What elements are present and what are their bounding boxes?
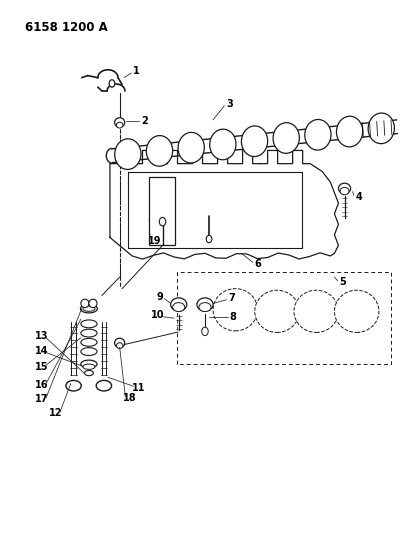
- Ellipse shape: [198, 303, 211, 312]
- Text: 8: 8: [229, 312, 235, 321]
- Ellipse shape: [81, 348, 97, 356]
- Text: 11: 11: [131, 383, 145, 393]
- Ellipse shape: [81, 329, 97, 337]
- Ellipse shape: [96, 381, 111, 391]
- Circle shape: [201, 327, 208, 336]
- Circle shape: [159, 217, 165, 226]
- Text: 13: 13: [34, 331, 48, 341]
- Ellipse shape: [213, 289, 257, 331]
- Ellipse shape: [83, 364, 95, 369]
- Circle shape: [206, 236, 211, 243]
- Text: 18: 18: [123, 393, 137, 403]
- Ellipse shape: [115, 338, 124, 348]
- Ellipse shape: [146, 135, 172, 166]
- Ellipse shape: [172, 303, 184, 312]
- Ellipse shape: [367, 113, 393, 144]
- Ellipse shape: [334, 290, 378, 333]
- Text: 3: 3: [225, 99, 232, 109]
- Text: 14: 14: [34, 346, 48, 356]
- Text: 16: 16: [34, 380, 48, 390]
- Text: 12: 12: [49, 408, 62, 418]
- Ellipse shape: [83, 306, 95, 311]
- Ellipse shape: [170, 298, 187, 311]
- Circle shape: [109, 80, 115, 87]
- Ellipse shape: [81, 320, 97, 328]
- Ellipse shape: [89, 299, 97, 308]
- Text: 7: 7: [227, 293, 234, 303]
- Ellipse shape: [116, 343, 123, 349]
- Text: 4: 4: [355, 192, 361, 202]
- Text: 6: 6: [254, 259, 260, 269]
- Ellipse shape: [254, 290, 299, 333]
- Ellipse shape: [304, 119, 330, 150]
- Ellipse shape: [116, 122, 123, 128]
- Ellipse shape: [339, 188, 348, 195]
- Ellipse shape: [115, 139, 141, 169]
- Text: 10: 10: [150, 310, 164, 320]
- Text: 19: 19: [148, 236, 161, 246]
- Ellipse shape: [241, 126, 267, 157]
- Ellipse shape: [81, 360, 97, 368]
- Ellipse shape: [66, 381, 81, 391]
- Text: 2: 2: [141, 116, 147, 126]
- Ellipse shape: [80, 304, 97, 313]
- Ellipse shape: [196, 298, 213, 311]
- Bar: [149, 177, 175, 245]
- Ellipse shape: [336, 116, 362, 147]
- Ellipse shape: [178, 132, 204, 163]
- Ellipse shape: [209, 129, 236, 160]
- Ellipse shape: [338, 183, 350, 193]
- Text: 9: 9: [156, 292, 163, 302]
- Ellipse shape: [81, 338, 97, 346]
- Ellipse shape: [293, 290, 338, 333]
- Text: 6158 1200 A: 6158 1200 A: [25, 21, 108, 34]
- Ellipse shape: [81, 299, 89, 308]
- Text: 5: 5: [338, 277, 345, 287]
- Ellipse shape: [272, 123, 299, 154]
- Text: 1: 1: [133, 66, 139, 76]
- Text: 17: 17: [34, 394, 48, 405]
- Text: 15: 15: [34, 362, 48, 372]
- Ellipse shape: [115, 118, 124, 127]
- Ellipse shape: [84, 370, 93, 376]
